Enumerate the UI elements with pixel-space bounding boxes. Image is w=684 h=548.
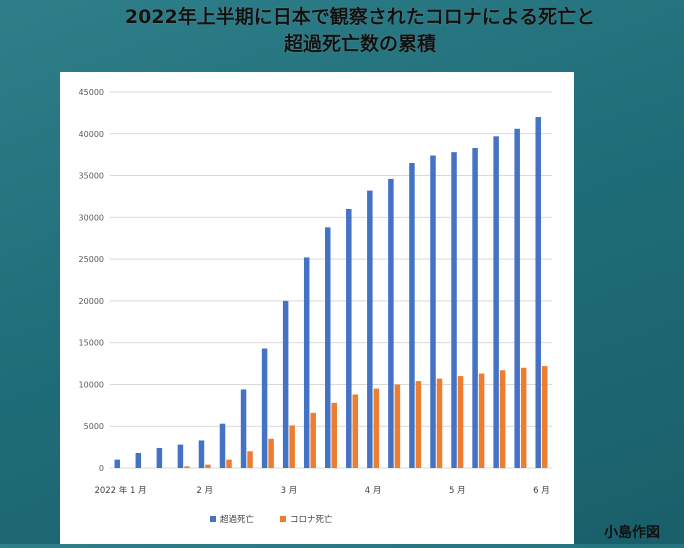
bar-covid-death bbox=[373, 388, 380, 468]
y-tick-label: 10000 bbox=[79, 380, 104, 389]
bar-excess-death bbox=[156, 447, 163, 468]
bar-excess-death bbox=[325, 227, 331, 468]
y-tick-label: 45000 bbox=[79, 88, 104, 97]
bar-excess-death bbox=[535, 117, 541, 469]
bar-covid-death bbox=[184, 466, 190, 468]
y-tick-label: 5000 bbox=[84, 422, 104, 431]
bar-covid-death bbox=[310, 412, 316, 468]
y-tick-label: 25000 bbox=[79, 255, 104, 264]
bar-covid-death bbox=[268, 438, 274, 468]
bar-excess-death bbox=[493, 136, 499, 468]
bar-excess-death bbox=[261, 348, 268, 468]
bar-excess-death bbox=[346, 208, 352, 468]
chart-panel: 0 5000 10000 15000 20000 25000 30000 35000 40000… bbox=[60, 72, 574, 544]
chart-title-line1: 2022年上半期に日本で観察されたコロナによる死亡と bbox=[124, 6, 596, 28]
bar-covid-death bbox=[415, 381, 422, 468]
x-tick-label: 6 月 bbox=[533, 486, 550, 496]
x-tick-label: 4 月 bbox=[365, 486, 382, 496]
bar-excess-death bbox=[451, 152, 457, 468]
legend-label-excess: 超過死亡 bbox=[220, 514, 255, 525]
bar-excess-death bbox=[135, 452, 142, 468]
y-tick-label: 0 bbox=[99, 464, 104, 473]
bar-covid-death bbox=[436, 378, 443, 468]
y-tick-label: 20000 bbox=[79, 297, 104, 306]
chart-title-line2: 超過死亡数の累積 bbox=[283, 33, 436, 55]
bar-covid-death bbox=[520, 367, 527, 468]
x-tick-label: 3 月 bbox=[281, 486, 298, 496]
bar-excess-death bbox=[472, 147, 478, 468]
x-tick-label: 2 月 bbox=[196, 486, 213, 496]
bar-covid-death bbox=[331, 402, 337, 468]
bar-excess-death bbox=[240, 389, 247, 468]
bar-chart: 0 5000 10000 15000 20000 25000 30000 35000 40000… bbox=[79, 88, 552, 525]
bar-covid-death bbox=[205, 464, 211, 468]
bar-covid-death bbox=[541, 366, 548, 468]
bar-covid-death bbox=[499, 370, 506, 468]
bar-excess-death bbox=[219, 423, 226, 468]
bar-excess-death bbox=[388, 178, 394, 469]
bar-covid-death bbox=[247, 451, 253, 468]
bar-covid-death bbox=[226, 459, 232, 468]
x-tick-label: 5 月 bbox=[449, 486, 466, 496]
author-credit: 小島作図 bbox=[604, 525, 660, 541]
bar-covid-death bbox=[289, 425, 295, 468]
bar-covid-death bbox=[352, 394, 359, 468]
y-tick-label: 30000 bbox=[79, 213, 104, 222]
bar-excess-death bbox=[514, 128, 520, 468]
bar-covid-death bbox=[394, 384, 401, 468]
bar-excess-death bbox=[303, 257, 310, 468]
bar-excess-death bbox=[367, 190, 373, 468]
legend-label-covid: コロナ死亡 bbox=[290, 514, 333, 525]
bar-excess-death bbox=[430, 155, 436, 468]
bar-excess-death bbox=[177, 444, 184, 468]
bar-excess-death bbox=[114, 459, 121, 468]
bar-covid-death bbox=[478, 373, 485, 468]
y-tick-label: 35000 bbox=[79, 172, 104, 181]
x-tick-label: 2022 年 1 月 bbox=[94, 485, 146, 496]
legend-swatch-excess bbox=[210, 516, 216, 522]
bar-excess-death bbox=[198, 440, 205, 468]
legend-swatch-covid bbox=[280, 516, 286, 522]
bar-excess-death bbox=[282, 300, 289, 468]
bar-covid-death bbox=[457, 376, 464, 468]
chart-title: 2022年上半期に日本で観察されたコロナによる死亡と 超過死亡数の累積 bbox=[60, 4, 660, 58]
y-tick-label: 15000 bbox=[79, 339, 104, 348]
bar-excess-death bbox=[409, 163, 415, 468]
y-tick-label: 40000 bbox=[79, 130, 104, 139]
